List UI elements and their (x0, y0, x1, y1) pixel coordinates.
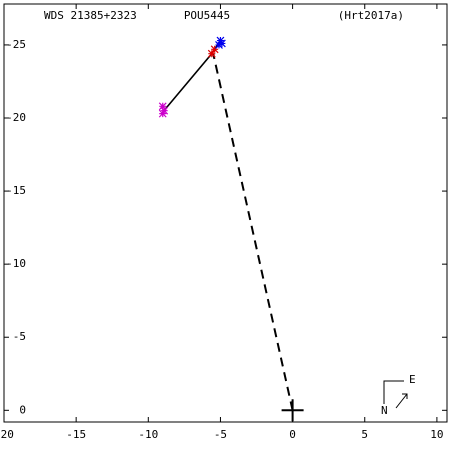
measurement (207, 49, 216, 58)
measurement (217, 39, 226, 48)
y-tick-label: -5 (13, 330, 26, 343)
x-tick-label: -5 (214, 428, 227, 441)
x-tick-label: -10 (138, 428, 158, 441)
x-tick-label: 0 (289, 428, 296, 441)
measurement (158, 102, 167, 111)
primary-star (281, 399, 304, 422)
x-tick-label: 5 (361, 428, 368, 441)
measurement (158, 109, 167, 118)
x-tick-label: -15 (66, 428, 86, 441)
compass-n: N (381, 404, 388, 417)
compass-e: E (409, 373, 416, 386)
measurement (210, 45, 219, 54)
y-tick-label: -10 (6, 257, 26, 270)
measurement (215, 40, 223, 49)
measurement (160, 106, 169, 115)
title-right: (Hrt2017a) (338, 9, 404, 22)
title-left: WDS 21385+2323 (44, 9, 137, 22)
measurement (216, 36, 225, 45)
title-center: POU5445 (184, 9, 230, 22)
y-tick-label: 0 (19, 403, 26, 416)
y-tick-label: -15 (6, 184, 26, 197)
compass-axes (383, 380, 404, 404)
frame (3, 3, 448, 423)
compass: N E (381, 373, 416, 417)
separation-line (212, 53, 294, 411)
compass-arrow (395, 393, 408, 409)
y-tick-label: -20 (6, 111, 26, 124)
y-tick-label: -25 (6, 38, 26, 51)
x-tick-label: 10 (430, 428, 443, 441)
compass-arrowhead (402, 393, 408, 399)
x-tick-label: -20 (0, 428, 14, 441)
